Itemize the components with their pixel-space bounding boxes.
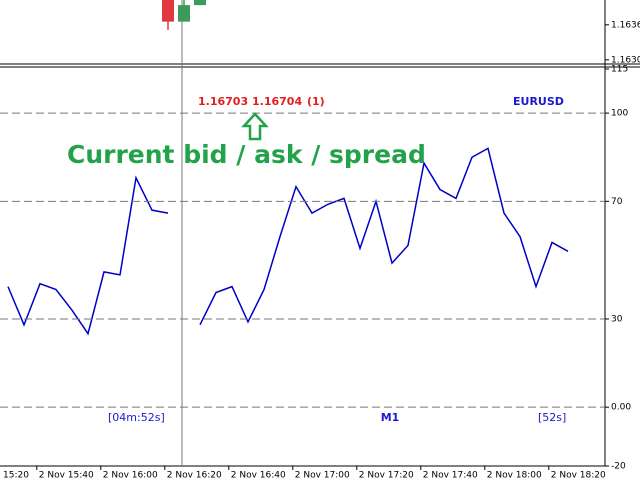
indicator-pane — [7, 147, 569, 336]
x-tick-label: 2 Nov 17:40 — [423, 471, 478, 480]
timer-right: [52s] — [538, 411, 566, 424]
spread: (1) — [307, 95, 325, 108]
y-tick-label: 115 — [611, 65, 628, 75]
x-tick-label: 2 Nov 15:20 — [0, 471, 29, 480]
price-pane — [162, 0, 206, 30]
timeframe: M1 — [381, 411, 400, 424]
x-tick-label: 2 Nov 18:00 — [487, 471, 542, 480]
x-tick-label: 2 Nov 16:40 — [231, 471, 286, 480]
indicator-line — [7, 175, 169, 336]
y-tick-label: 1.16305 — [611, 55, 640, 65]
y-tick-label: 70 — [611, 197, 623, 207]
axes: 1.16360 1.16305115 100 70 30 0.00 -20 2 Nov 15:… — [0, 20, 640, 480]
candle-body — [162, 0, 174, 22]
x-tick-label: 2 Nov 17:20 — [359, 471, 414, 480]
candle-body — [194, 0, 206, 6]
timer-left: [04m:52s] — [108, 411, 165, 424]
x-tick-label: 2 Nov 17:00 — [295, 471, 350, 480]
symbol: EURUSD — [513, 95, 564, 108]
annotation: Current bid / ask / spread — [67, 140, 426, 169]
ask: 1.16704 — [252, 95, 302, 108]
x-tick-label: 2 Nov 15:40 — [39, 471, 94, 480]
y-tick-label: 30 — [611, 314, 623, 324]
candle-body — [178, 5, 190, 22]
x-tick-label: 2 Nov 16:00 — [103, 471, 158, 480]
bid: 1.16703 — [198, 95, 248, 108]
y-tick-label: -20 — [611, 462, 626, 472]
y-tick-label: 0.00 — [611, 403, 631, 413]
x-tick-label: 2 Nov 16:20 — [167, 471, 222, 480]
x-tick-label: 2 Nov 18:20 — [551, 471, 606, 480]
indicator-line — [199, 147, 569, 326]
y-tick-label: 100 — [611, 109, 628, 119]
y-tick-label: 1.16360 — [611, 20, 640, 30]
arrow — [241, 112, 269, 141]
